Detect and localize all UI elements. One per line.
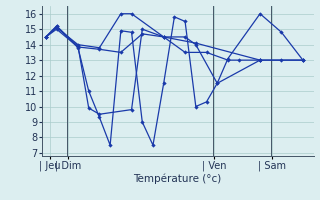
X-axis label: Température (°c): Température (°c) bbox=[133, 173, 222, 184]
